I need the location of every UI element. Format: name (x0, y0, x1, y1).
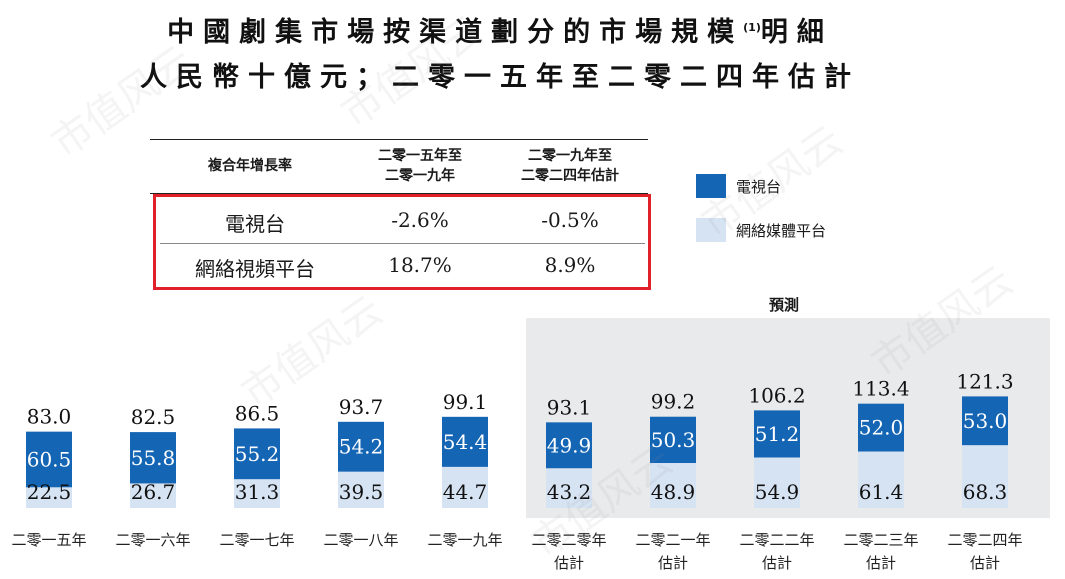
data-label-online: 26.7 (131, 480, 176, 504)
bar-segment-online (650, 463, 696, 508)
data-label-total: 99.1 (443, 390, 488, 414)
cagr-row1-value1: -2.6% (391, 208, 449, 232)
x-tick-label: 二零一七年 (219, 531, 294, 549)
bar-segment-tv (858, 403, 904, 452)
title-main-text: 中國劇集市場按渠道劃分的市場規模 (167, 17, 744, 48)
cagr-row1-label: 電視台 (225, 212, 285, 236)
chart-title-line1: 中國劇集市場按渠道劃分的市場規模(1)明細 (0, 10, 1000, 49)
data-label-online: 44.7 (443, 480, 488, 504)
data-label-total: 93.7 (339, 395, 384, 419)
data-label-online: 31.3 (235, 480, 280, 504)
red-highlight-box (153, 194, 651, 290)
cagr-row2-value2: 8.9% (544, 253, 596, 277)
x-tick-label: 二零一六年 (115, 531, 190, 549)
x-tick-label: 二零二三年 (843, 531, 918, 549)
data-label-online: 54.9 (755, 480, 800, 504)
legend-label-online: 網絡媒體平台 (736, 222, 827, 240)
bar-segment-tv (650, 416, 696, 464)
data-label-total: 82.5 (131, 405, 176, 429)
legend-label-tv: 電視台 (736, 178, 782, 196)
bar-segment-online (234, 479, 280, 508)
data-label-total: 121.3 (956, 369, 1013, 393)
data-label-tv: 55.2 (235, 442, 280, 466)
bar-segment-online (130, 483, 176, 508)
x-tick-label: 估計 (554, 554, 584, 572)
bar-segment-online (962, 445, 1008, 508)
bar-segment-tv (130, 432, 176, 484)
data-label-online: 48.9 (651, 480, 696, 504)
cagr-col1-header-line1: 二零一五年至 (378, 148, 462, 164)
title-footnote-marker: (1) (743, 21, 761, 34)
x-tick-label: 二零二零年 (531, 531, 606, 549)
cagr-col2-header-line2: 二零二四年估計 (521, 168, 619, 184)
data-label-tv: 54.2 (339, 435, 384, 459)
data-label-tv: 54.4 (443, 430, 488, 454)
data-label-online: 22.5 (27, 480, 72, 504)
cagr-col1-header: 二零一五年至 二零一九年 (355, 146, 485, 186)
cagr-row1-value2: -0.5% (541, 208, 599, 232)
data-label-total: 86.5 (235, 401, 280, 425)
x-tick-label: 估計 (866, 554, 896, 572)
cagr-row2-label: 網絡視頻平台 (195, 257, 315, 281)
data-label-total: 83.0 (27, 405, 72, 429)
data-label-tv: 49.9 (547, 433, 592, 457)
bar-segment-tv (546, 422, 592, 469)
data-label-total: 99.2 (651, 390, 696, 414)
data-label-tv: 51.2 (755, 422, 800, 446)
bar-segment-tv (754, 410, 800, 458)
cagr-col2-header-line1: 二零一九年至 (528, 148, 612, 164)
data-label-online: 39.5 (339, 480, 384, 504)
legend-swatch-tv (696, 174, 726, 198)
bar-segment-online (754, 457, 800, 508)
data-label-tv: 60.5 (27, 447, 72, 471)
bar-segment-online (442, 466, 488, 508)
data-label-total: 93.1 (547, 395, 592, 419)
x-tick-label: 估計 (658, 554, 688, 572)
bar-segment-tv (26, 431, 72, 488)
data-label-tv: 53.0 (963, 409, 1008, 433)
x-tick-label: 二零一九年 (427, 531, 502, 549)
x-tick-label: 二零二二年 (739, 531, 814, 549)
data-label-tv: 52.0 (859, 416, 904, 440)
data-label-total: 113.4 (852, 377, 909, 401)
x-tick-label: 估計 (970, 554, 1000, 572)
table-header-rule (150, 193, 648, 194)
chart-title-line2: 人民幣十億元；二零一五年至二零二四年估計 (140, 62, 860, 93)
bar-segment-tv (962, 396, 1008, 446)
x-tick-label: 二零一五年 (11, 531, 86, 549)
data-label-total: 106.2 (748, 383, 805, 407)
x-tick-label: 估計 (762, 554, 792, 572)
bar-segment-online (546, 468, 592, 508)
data-label-tv: 50.3 (651, 428, 696, 452)
bar-segment-online (858, 451, 904, 508)
x-tick-label: 二零一八年 (323, 531, 398, 549)
data-label-online: 68.3 (963, 480, 1008, 504)
cagr-row2-value1: 18.7% (388, 253, 452, 277)
data-label-online: 61.4 (859, 480, 904, 504)
data-label-tv: 55.8 (131, 446, 176, 470)
legend-swatch-online (696, 218, 726, 242)
bar-segment-tv (234, 428, 280, 480)
bar-segment-online (338, 471, 384, 508)
x-tick-label: 二零二一年 (635, 531, 710, 549)
bar-segment-online (26, 487, 72, 508)
table-row-divider (160, 243, 645, 244)
bar-segment-tv (442, 416, 488, 467)
table-top-rule (150, 139, 648, 140)
cagr-col1-header-line2: 二零一九年 (385, 168, 455, 184)
cagr-header-label: 複合年增長率 (208, 158, 292, 174)
title-main-text-end: 明細 (760, 17, 833, 48)
cagr-col2-header: 二零一九年至 二零二四年估計 (495, 146, 645, 186)
bar-segment-tv (338, 421, 384, 472)
data-label-online: 43.2 (547, 480, 592, 504)
forecast-label: 預測 (769, 296, 800, 314)
x-tick-label: 二零二四年 (947, 531, 1022, 549)
